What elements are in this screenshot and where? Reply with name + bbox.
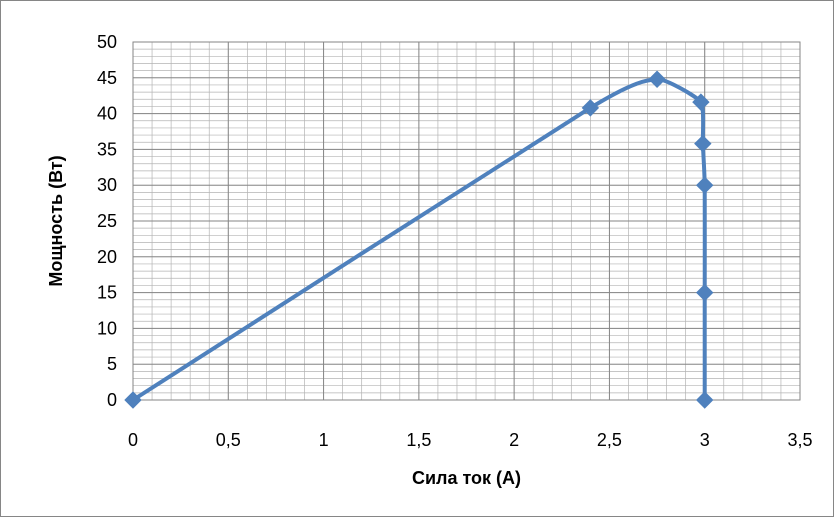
y-tick-label: 25	[97, 211, 117, 231]
series-markers	[124, 70, 714, 409]
x-tick-label: 1	[319, 430, 329, 450]
y-tick-label: 20	[97, 247, 117, 267]
x-tick-label: 2	[509, 430, 519, 450]
data-point-marker	[696, 391, 714, 409]
y-tick-label: 5	[107, 354, 117, 374]
x-axis-title: Сила ток (А)	[412, 468, 521, 488]
y-tick-label: 35	[97, 139, 117, 159]
x-tick-label: 1,5	[406, 430, 431, 450]
x-tick-label: 3	[700, 430, 710, 450]
plot-area	[132, 41, 801, 401]
y-tick-label: 30	[97, 175, 117, 195]
data-point-marker	[696, 176, 714, 194]
x-tick-label: 0	[128, 430, 138, 450]
y-tick-label: 40	[97, 104, 117, 124]
y-tick-label: 45	[97, 68, 117, 88]
y-axis-ticks: 0 5 10 15 20 25 30 35 40 45 50	[97, 32, 117, 410]
y-tick-label: 50	[97, 32, 117, 52]
x-tick-label: 3,5	[787, 430, 812, 450]
y-tick-label: 15	[97, 283, 117, 303]
data-point-marker	[696, 283, 714, 302]
y-tick-label: 0	[107, 390, 117, 410]
data-point-marker	[694, 134, 712, 153]
y-axis-title: Мощность (Вт)	[46, 155, 66, 286]
x-tick-label: 0,5	[216, 430, 241, 450]
data-point-marker	[124, 391, 142, 409]
data-point-marker	[648, 70, 666, 88]
data-point-marker	[581, 99, 600, 117]
y-tick-label: 10	[97, 318, 117, 338]
data-point-marker	[692, 93, 710, 111]
x-axis-ticks: 0 0,5 1 1,5 2 2,5 3 3,5	[128, 430, 813, 450]
x-tick-label: 2,5	[597, 430, 622, 450]
